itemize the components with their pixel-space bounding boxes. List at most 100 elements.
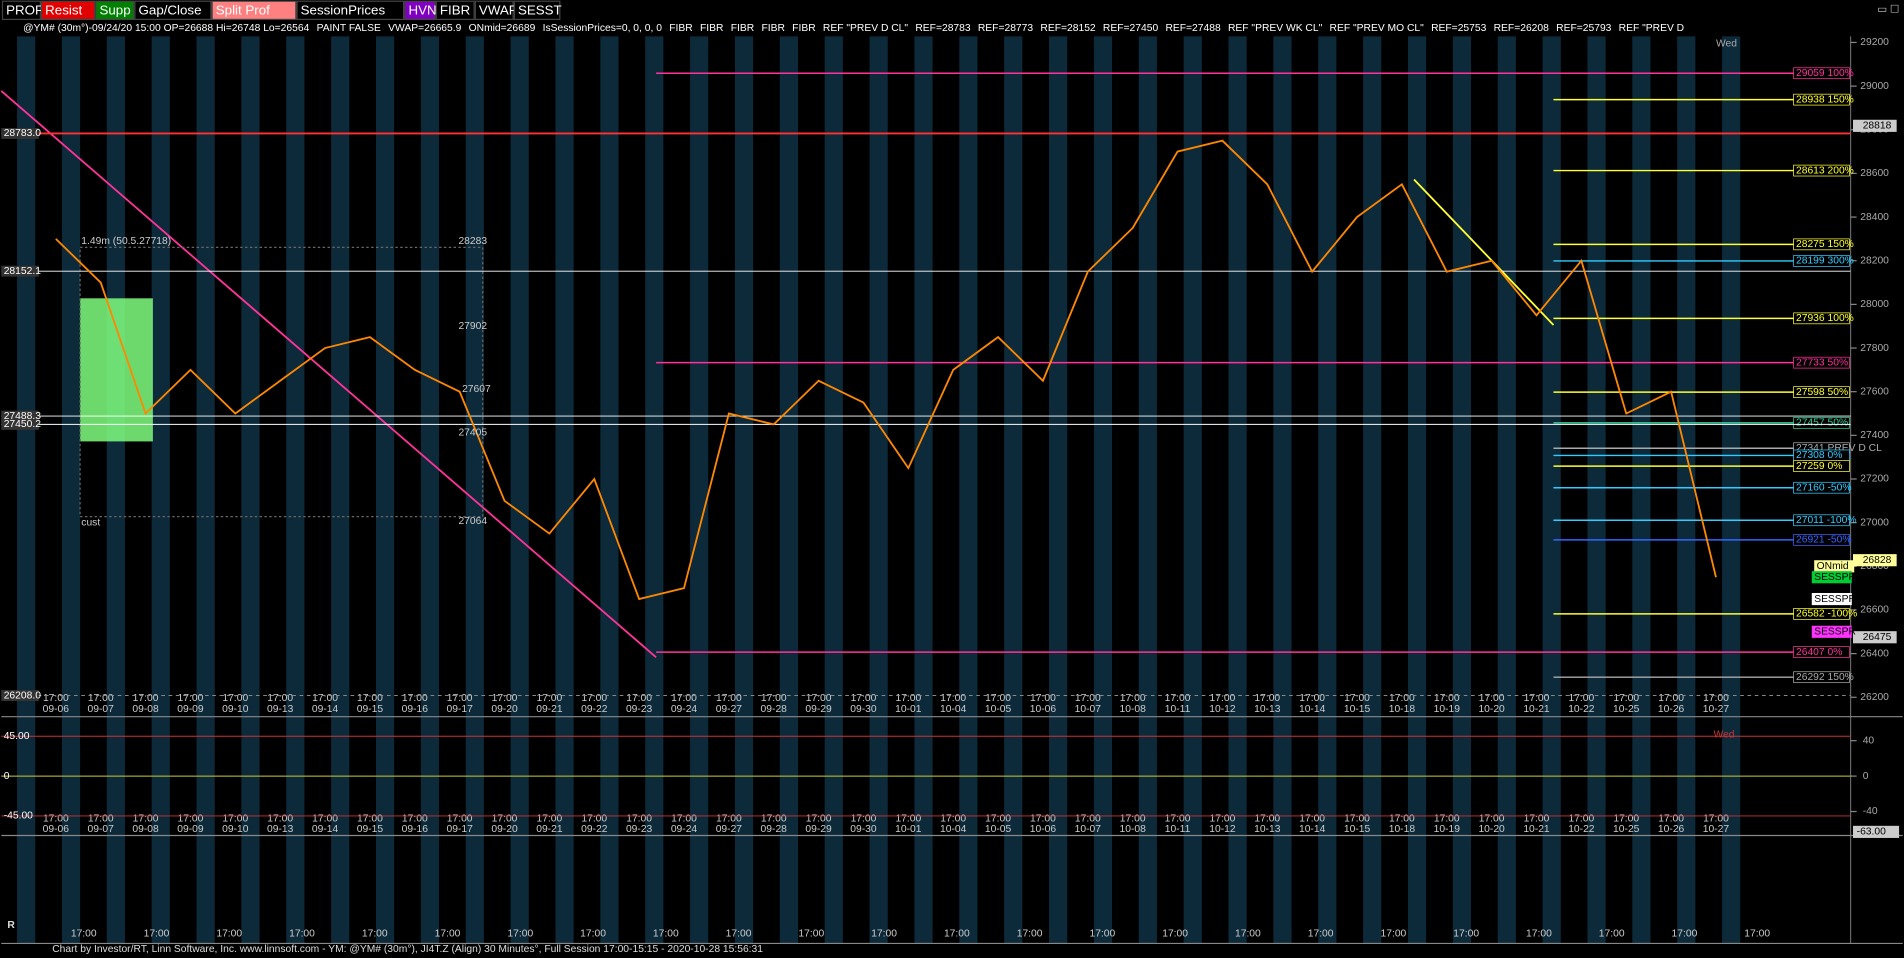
- toolbar-button[interactable]: [296, 0, 405, 21]
- session-shade: [959, 36, 978, 944]
- time-label: 17:00: [671, 693, 697, 704]
- toolbar-button-label[interactable]: Resist: [45, 2, 82, 17]
- date-label: 09-20: [491, 704, 518, 715]
- header-item: FIBR: [669, 23, 692, 34]
- time-label: 17:00: [1479, 693, 1505, 704]
- reference-label: 28199 300%: [1796, 256, 1854, 267]
- toolbar-button-label[interactable]: PROF: [6, 2, 43, 17]
- price-highlight-label: 28818: [1863, 121, 1892, 132]
- time-label: 17:00: [267, 693, 293, 704]
- time-label: 17:00: [1703, 693, 1729, 704]
- time-label: 17:00: [716, 693, 742, 704]
- time-label: 17:00: [357, 813, 383, 824]
- price-highlight: [1853, 554, 1897, 567]
- toolbar-button[interactable]: [134, 0, 212, 21]
- toolbar-button[interactable]: [1, 0, 41, 21]
- date-label: 09-14: [312, 824, 339, 835]
- toolbar-button[interactable]: [211, 0, 297, 21]
- toolbar-button-label[interactable]: Gap/Close: [139, 2, 202, 17]
- reference-label: 27308 0%: [1796, 450, 1842, 461]
- date-label: 10-14: [1299, 704, 1326, 715]
- time-label: 17:00: [402, 813, 428, 824]
- reference-tag: [1793, 646, 1850, 658]
- indicator-right-label: 0: [1863, 771, 1869, 782]
- time-label: 17:00: [1434, 813, 1460, 824]
- time-label: 17:00: [851, 813, 877, 824]
- time-label: 17:00: [761, 813, 787, 824]
- toolbar-button[interactable]: [435, 0, 475, 21]
- time-label: 17:00: [222, 693, 248, 704]
- date-label: 10-01: [895, 824, 922, 835]
- price-tick-label: 26400: [1860, 648, 1889, 659]
- toolbar-button[interactable]: [513, 0, 561, 21]
- toolbar-button-label[interactable]: Split Prof: [216, 2, 270, 17]
- date-label: 09-20: [491, 824, 518, 835]
- time-label: 17:00: [88, 813, 114, 824]
- date-label: 10-27: [1703, 824, 1730, 835]
- indicator-current: [1853, 825, 1900, 838]
- time-label: 17:00: [1017, 928, 1043, 939]
- session-shade: [1452, 36, 1472, 944]
- toolbar-button-label[interactable]: VWAP: [479, 2, 518, 17]
- toolbar-button-label[interactable]: Supp: [100, 2, 131, 17]
- time-label: 17:00: [1389, 693, 1415, 704]
- session-tag: [1814, 560, 1855, 573]
- date-label: 10-18: [1389, 704, 1416, 715]
- header-item: ONmid=26689: [469, 23, 536, 34]
- trend-line: [0, 90, 657, 658]
- toolbar-button-label[interactable]: FIBR: [440, 2, 470, 17]
- toolbar-button[interactable]: [474, 0, 514, 21]
- header-item: REF=25753: [1431, 23, 1487, 34]
- session-shade: [1677, 36, 1696, 944]
- time-label: 17:00: [726, 928, 752, 939]
- date-label: 09-27: [716, 704, 743, 715]
- profile-label: 27064: [458, 516, 487, 527]
- reference-label: 27733 50%: [1796, 357, 1848, 368]
- left-level-tag: [1, 690, 39, 701]
- date-label: 10-25: [1613, 824, 1640, 835]
- session-tag-label: SESSPR: [1814, 572, 1856, 583]
- price-tick-label: 28200: [1860, 255, 1889, 266]
- left-level-tag: [1, 418, 39, 430]
- date-label: 10-14: [1299, 824, 1326, 835]
- reference-tag: [1793, 67, 1850, 80]
- toolbar-button[interactable]: [95, 0, 135, 21]
- date-label: 10-18: [1389, 824, 1416, 835]
- date-label: 09-10: [222, 704, 249, 715]
- logo: R: [7, 920, 15, 931]
- toolbar-button[interactable]: [40, 0, 96, 21]
- window-controls[interactable]: ▭ ☐: [1877, 4, 1899, 15]
- time-label: 17:00: [1165, 693, 1191, 704]
- header-item: REF "PREV D CL": [823, 23, 908, 34]
- session-shade: [645, 36, 664, 944]
- reference-tag: [1793, 514, 1850, 527]
- reference-tag: [1793, 312, 1850, 325]
- date-label: 09-28: [761, 824, 788, 835]
- date-label: 09-23: [626, 704, 653, 715]
- time-label: 17:00: [1344, 693, 1370, 704]
- session-shade: [1138, 36, 1157, 944]
- price-tick-label: 26800: [1860, 561, 1889, 572]
- toolbar-button-label[interactable]: SESST: [518, 2, 562, 17]
- date-label: 09-23: [626, 824, 653, 835]
- reference-label: 29059 100%: [1796, 68, 1854, 79]
- volume-profile: [80, 298, 153, 442]
- session-shade: [869, 36, 888, 944]
- header-item: REF=27488: [1165, 23, 1221, 34]
- reference-tag: [1793, 93, 1850, 106]
- reference-label: 27160 -50%: [1796, 482, 1852, 493]
- indicator-left-label: -45.00: [4, 811, 33, 822]
- reference-label: 28275 150%: [1796, 239, 1854, 250]
- toolbar-button-label[interactable]: HVN: [408, 2, 436, 17]
- time-label: 17:00: [671, 813, 697, 824]
- price-highlight: [1853, 631, 1897, 644]
- toolbar-button-label[interactable]: SessionPrices: [301, 2, 386, 17]
- price-tick-label: 27400: [1860, 430, 1889, 441]
- time-label: 17:00: [1210, 693, 1236, 704]
- reference-tag: [1793, 417, 1850, 429]
- date-label: 09-09: [177, 704, 204, 715]
- toolbar-button[interactable]: [404, 0, 436, 21]
- date-label: 10-21: [1523, 824, 1550, 835]
- date-label: 10-25: [1613, 704, 1640, 715]
